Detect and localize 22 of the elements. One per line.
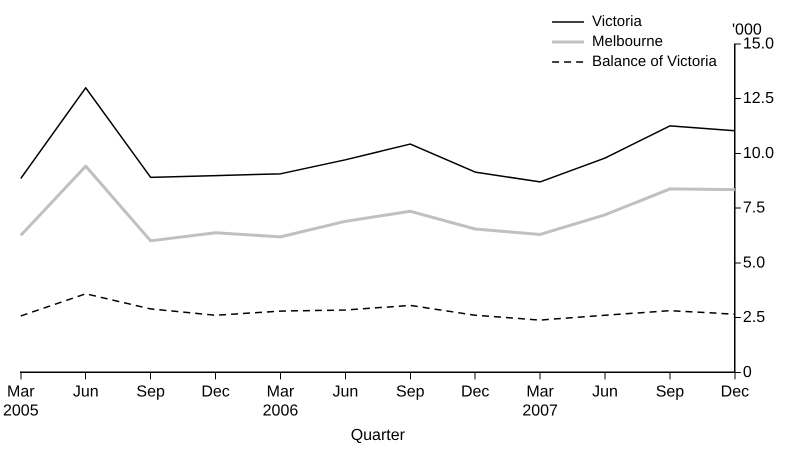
x-tick-label: Mar 2006 (262, 383, 298, 420)
x-axis-title: Quarter (350, 426, 406, 444)
x-tick-label: Dec (460, 383, 490, 400)
y-tick-label: 5.0 (742, 254, 766, 272)
x-tick-label: Dec (720, 383, 750, 400)
y-tick-label: 12.5 (742, 90, 774, 108)
x-tick-label: Jun (592, 383, 618, 400)
x-tick-label: Sep (656, 383, 684, 400)
x-tick-label: Jun (332, 383, 358, 400)
x-tick-label: Dec (201, 383, 230, 400)
y-tick-label: 0 (742, 364, 752, 381)
legend-label: Melbourne (592, 33, 663, 50)
x-tick-label: Mar 2007 (522, 383, 558, 420)
x-tick-label: Mar 2005 (3, 383, 39, 420)
x-tick-label: Jun (72, 383, 99, 400)
y-tick-label: 7.5 (742, 200, 766, 217)
legend-label: Victoria (592, 13, 642, 30)
legend-label: Balance of Victoria (592, 53, 718, 70)
y-tick-label: 10.0 (742, 144, 774, 162)
y-tick-label: 2.5 (742, 309, 766, 326)
x-tick-label: Sep (396, 383, 425, 400)
x-tick-label: Sep (136, 383, 165, 400)
